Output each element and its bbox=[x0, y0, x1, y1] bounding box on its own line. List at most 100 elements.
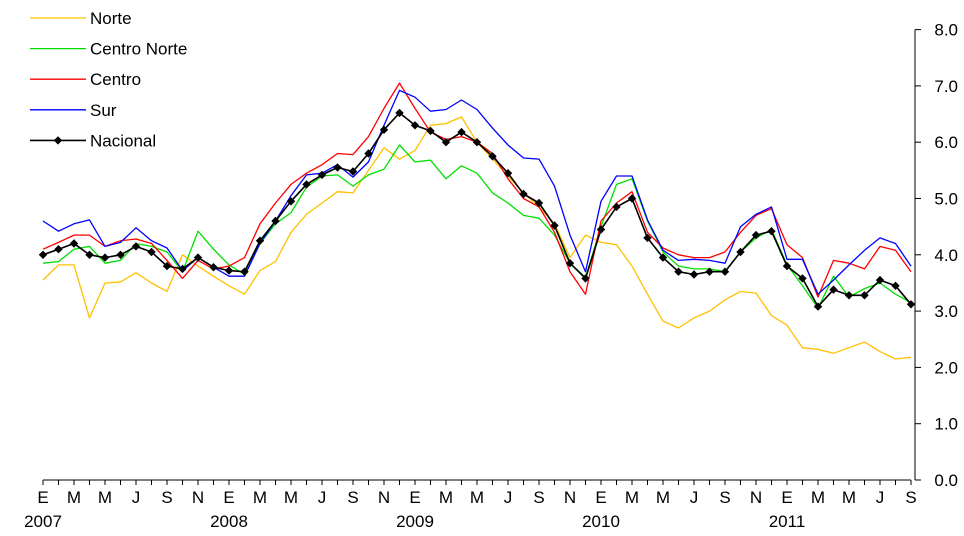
x-tick-label: N bbox=[378, 488, 390, 507]
data-point-nacional bbox=[565, 259, 575, 268]
x-tick-label: E bbox=[37, 488, 48, 507]
x-tick-label: J bbox=[690, 488, 699, 507]
data-point-nacional bbox=[85, 250, 94, 259]
data-point-nacional bbox=[240, 267, 249, 276]
data-point-nacional bbox=[581, 274, 590, 283]
y-tick-label: 3.0 bbox=[934, 302, 958, 321]
y-tick-label: 4.0 bbox=[934, 246, 958, 265]
data-point-nacional bbox=[519, 189, 528, 199]
series-line-centro-norte bbox=[42, 144, 912, 309]
data-point-nacional bbox=[209, 263, 218, 272]
y-tick-label: 8.0 bbox=[934, 21, 958, 40]
x-tick-label: N bbox=[564, 488, 576, 507]
x-tick-label: M bbox=[253, 488, 267, 507]
x-tick-label: M bbox=[98, 488, 112, 507]
series-line-centro bbox=[42, 82, 912, 298]
data-point-nacional bbox=[658, 253, 668, 262]
data-point-nacional bbox=[813, 302, 823, 311]
x-tick-label: J bbox=[504, 488, 513, 507]
data-point-nacional bbox=[829, 285, 838, 294]
x-year-label: 2010 bbox=[582, 512, 620, 531]
series-line-sur bbox=[42, 89, 912, 295]
x-tick-label: J bbox=[318, 488, 327, 507]
legend: Norte Centro Norte Centro Sur Nacional bbox=[30, 9, 187, 150]
data-point-nacional bbox=[38, 250, 48, 259]
x-tick-label: M bbox=[842, 488, 856, 507]
data-point-nacional bbox=[488, 152, 497, 161]
data-point-nacional bbox=[426, 126, 435, 136]
data-point-nacional bbox=[69, 239, 79, 248]
data-point-nacional bbox=[193, 253, 203, 262]
data-point-nacional bbox=[643, 233, 652, 243]
data-point-nacional bbox=[674, 267, 683, 276]
x-tick-label: M bbox=[439, 488, 453, 507]
x-tick-label: M bbox=[470, 488, 484, 507]
x-year-label: 2007 bbox=[24, 512, 62, 531]
data-point-nacional bbox=[364, 149, 373, 158]
data-point-nacional bbox=[798, 274, 807, 283]
legend-label-norte: Norte bbox=[90, 9, 132, 28]
legend-label-sur: Sur bbox=[90, 101, 117, 120]
y-tick-label: 6.0 bbox=[934, 133, 958, 152]
legend-label-centro: Centro bbox=[90, 70, 141, 89]
x-tick-label: S bbox=[719, 488, 730, 507]
data-point-nacional bbox=[302, 180, 311, 189]
data-point-nacional bbox=[705, 267, 714, 276]
y-tick-label: 7.0 bbox=[934, 77, 958, 96]
data-point-nacional bbox=[457, 127, 466, 137]
data-point-nacional bbox=[844, 291, 854, 300]
data-point-nacional bbox=[891, 281, 900, 290]
data-point-nacional bbox=[162, 261, 172, 271]
x-tick-label: N bbox=[750, 488, 762, 507]
x-tick-label: S bbox=[161, 488, 172, 507]
data-point-nacional bbox=[395, 108, 404, 118]
x-tick-label: E bbox=[409, 488, 420, 507]
data-point-nacional bbox=[720, 267, 730, 276]
data-point-nacional bbox=[286, 197, 296, 206]
data-point-nacional bbox=[178, 264, 187, 274]
data-point-nacional bbox=[255, 236, 265, 245]
data-point-nacional bbox=[116, 250, 125, 259]
x-tick-label: E bbox=[223, 488, 234, 507]
x-year-label: 2009 bbox=[396, 512, 434, 531]
y-tick-label: 0.0 bbox=[934, 471, 958, 490]
x-tick-label: E bbox=[781, 488, 792, 507]
data-point-nacional bbox=[224, 266, 234, 275]
x-tick-label: S bbox=[905, 488, 916, 507]
x-tick-label: J bbox=[132, 488, 141, 507]
x-tick-label: S bbox=[533, 488, 544, 507]
data-point-nacional bbox=[550, 221, 559, 230]
data-point-nacional bbox=[441, 138, 451, 147]
x-tick-label: J bbox=[876, 488, 885, 507]
y-tick-label: 1.0 bbox=[934, 415, 958, 434]
data-point-nacional bbox=[348, 167, 358, 176]
data-point-nacional bbox=[271, 216, 280, 226]
data-point-nacional bbox=[131, 242, 141, 251]
data-point-nacional bbox=[333, 163, 342, 172]
data-point-nacional bbox=[534, 198, 544, 208]
x-tick-label: M bbox=[67, 488, 81, 507]
data-point-nacional bbox=[689, 270, 699, 279]
data-point-nacional bbox=[767, 227, 776, 236]
y-tick-label: 2.0 bbox=[934, 358, 958, 377]
data-point-nacional bbox=[100, 253, 110, 262]
legend-label-nacional: Nacional bbox=[90, 131, 156, 150]
data-point-nacional bbox=[379, 125, 389, 134]
data-point-nacional bbox=[612, 202, 621, 212]
data-point-nacional bbox=[782, 261, 792, 271]
data-point-nacional bbox=[906, 300, 916, 309]
data-point-nacional bbox=[54, 245, 63, 254]
data-point-nacional bbox=[147, 247, 156, 257]
data-point-nacional bbox=[875, 275, 885, 285]
x-tick-label: N bbox=[192, 488, 204, 507]
x-year-label: 2008 bbox=[210, 512, 248, 531]
x-tick-label: S bbox=[347, 488, 358, 507]
x-tick-label: M bbox=[811, 488, 825, 507]
data-point-nacional bbox=[627, 194, 637, 203]
data-point-nacional bbox=[503, 169, 513, 178]
y-tick-label: 5.0 bbox=[934, 190, 958, 209]
x-year-label: 2011 bbox=[769, 512, 806, 531]
x-tick-label: M bbox=[625, 488, 639, 507]
